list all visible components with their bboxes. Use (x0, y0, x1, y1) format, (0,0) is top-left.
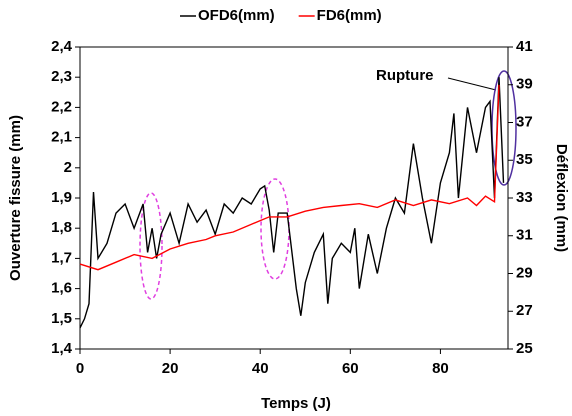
y-tick-label: 1,7 (51, 249, 72, 266)
y-tick-label: 2,2 (51, 98, 72, 115)
series-line (79, 84, 500, 271)
annotation-arrow (447, 77, 497, 91)
y-tick-label: 2,1 (51, 129, 72, 146)
y2-tick-label: 37 (516, 113, 533, 130)
x-axis-title: Temps (J) (261, 395, 331, 412)
x-tick-label: 80 (432, 360, 449, 377)
y-tick-label: 2 (64, 159, 72, 176)
highlight-ellipse (139, 192, 163, 300)
plot-frame (79, 46, 509, 350)
x-tick-label: 60 (342, 360, 359, 377)
y-axis-title: Ouverture fissure (mm) (7, 115, 24, 281)
annotation: Rupture (376, 67, 434, 84)
y2-tick-label: 29 (516, 264, 533, 281)
y2-tick-label: 31 (516, 227, 533, 244)
legend-label: OFD6(mm) (198, 7, 275, 24)
y2-tick-label: 41 (516, 38, 533, 55)
y-tick-label: 1,8 (51, 219, 72, 236)
y2-tick-label: 25 (516, 340, 533, 357)
y-tick-label: 1,4 (51, 340, 73, 357)
legend-label: FD6(mm) (317, 7, 382, 24)
x-tick-label: 0 (76, 360, 84, 377)
y2-tick-label: 39 (516, 76, 533, 93)
y-tick-label: 2,4 (51, 38, 73, 55)
x-tick-label: 20 (162, 360, 179, 377)
y-tick-label: 2,3 (51, 68, 72, 85)
y2-tick-label: 33 (516, 189, 533, 206)
y-tick-label: 1,6 (51, 280, 72, 297)
y2-tick-label: 35 (516, 151, 533, 168)
y-tick-label: 1,9 (51, 189, 72, 206)
y2-tick-label: 27 (516, 302, 533, 319)
series-line (79, 77, 505, 329)
y2-axis-title: Déflexion (mm) (553, 144, 570, 252)
rupture-ellipse (491, 70, 517, 186)
y-tick-label: 1,5 (51, 310, 72, 327)
x-tick-label: 40 (252, 360, 269, 377)
highlight-ellipse (260, 178, 290, 280)
